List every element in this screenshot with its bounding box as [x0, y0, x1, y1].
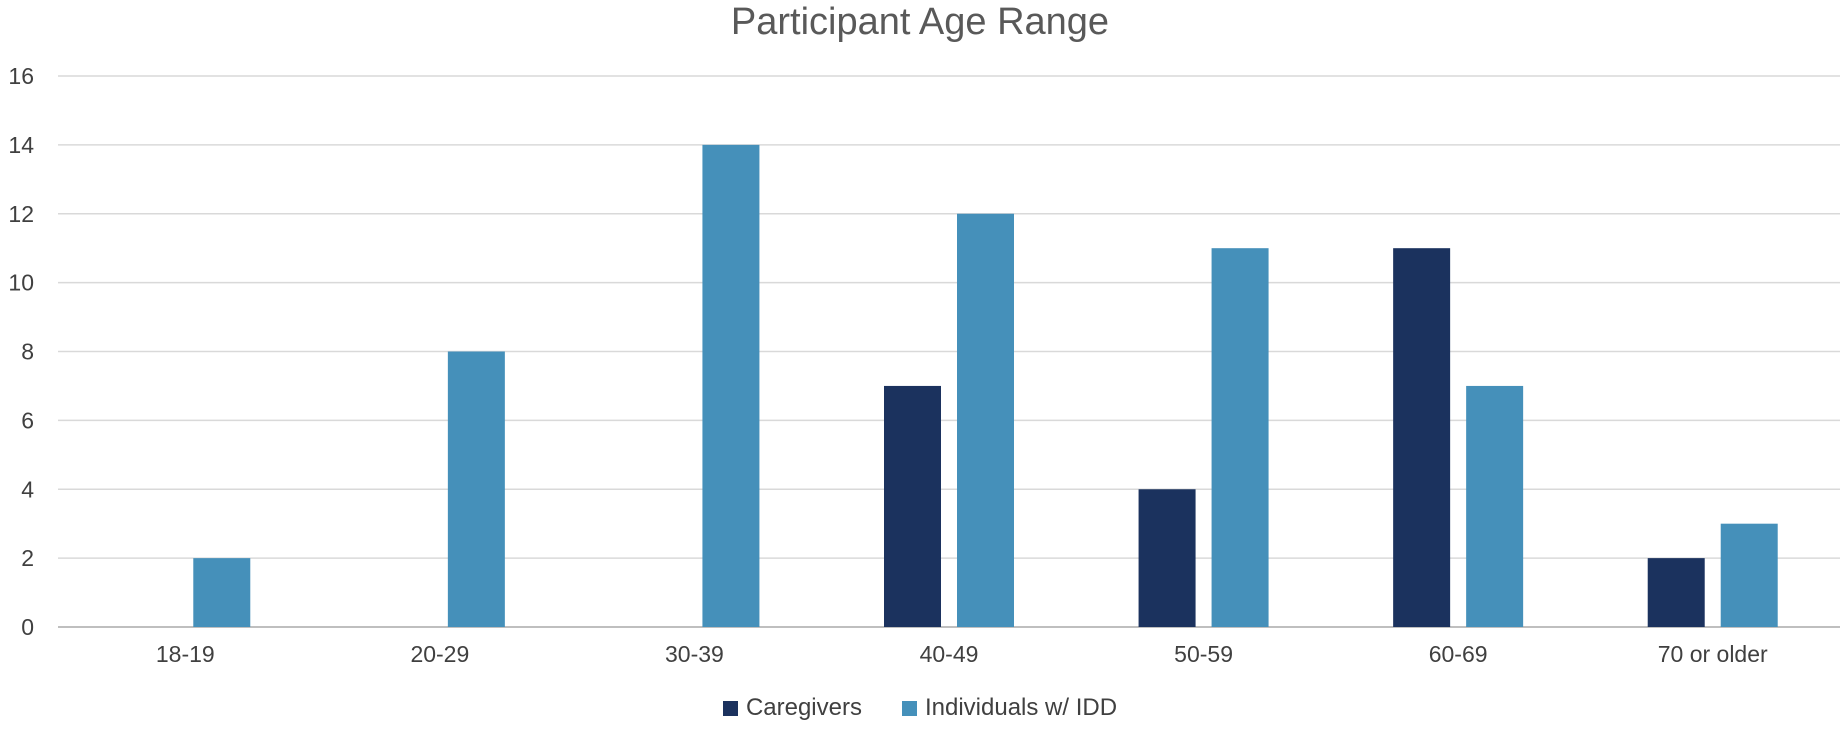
- bar-individuals-60-69: [1466, 385, 1524, 627]
- y-tick-label: 8: [21, 339, 34, 365]
- x-tick-label: 30-39: [665, 641, 724, 667]
- bar-caregivers-60-69: [1393, 248, 1451, 627]
- x-tick-label: 18-19: [156, 641, 215, 667]
- y-tick-label: 16: [8, 63, 34, 89]
- legend-label-caregivers: Caregivers: [745, 694, 862, 721]
- y-tick-label: 14: [8, 132, 34, 158]
- legend-item-caregivers: Caregivers: [722, 694, 862, 722]
- bar-caregivers-70-or-older: [1647, 558, 1705, 627]
- x-tick-label: 70 or older: [1658, 641, 1768, 667]
- x-tick-label: 40-49: [920, 641, 979, 667]
- bar-caregivers-40-49: [884, 385, 941, 627]
- x-tick-label: 60-69: [1429, 641, 1488, 667]
- y-tick-label: 0: [21, 614, 34, 640]
- x-tick-label: 50-59: [1174, 641, 1233, 667]
- y-tick-label: 2: [21, 545, 34, 571]
- bar-individuals-18-19: [193, 558, 251, 627]
- y-tick-label: 4: [21, 476, 34, 502]
- legend-swatch-caregivers: [722, 700, 738, 716]
- bar-individuals-30-39: [702, 144, 760, 627]
- legend: Caregivers Individuals w/ IDD: [0, 694, 1840, 722]
- bar-individuals-50-59: [1211, 248, 1269, 627]
- chart-title: Participant Age Range: [730, 1, 1110, 43]
- bar-individuals-20-29: [447, 351, 505, 627]
- y-tick-label: 10: [8, 270, 34, 296]
- bar-individuals-70-or-older: [1720, 523, 1778, 627]
- legend-label-individuals: Individuals w/ IDD: [924, 694, 1118, 721]
- x-tick-label: 20-29: [410, 641, 469, 667]
- bar-caregivers-50-59: [1138, 489, 1196, 627]
- legend-item-individuals: Individuals w/ IDD: [901, 694, 1118, 722]
- y-tick-label: 12: [8, 201, 34, 227]
- legend-swatch-individuals: [901, 700, 917, 716]
- y-tick-label: 6: [21, 407, 34, 433]
- bar-individuals-40-49: [957, 213, 1014, 627]
